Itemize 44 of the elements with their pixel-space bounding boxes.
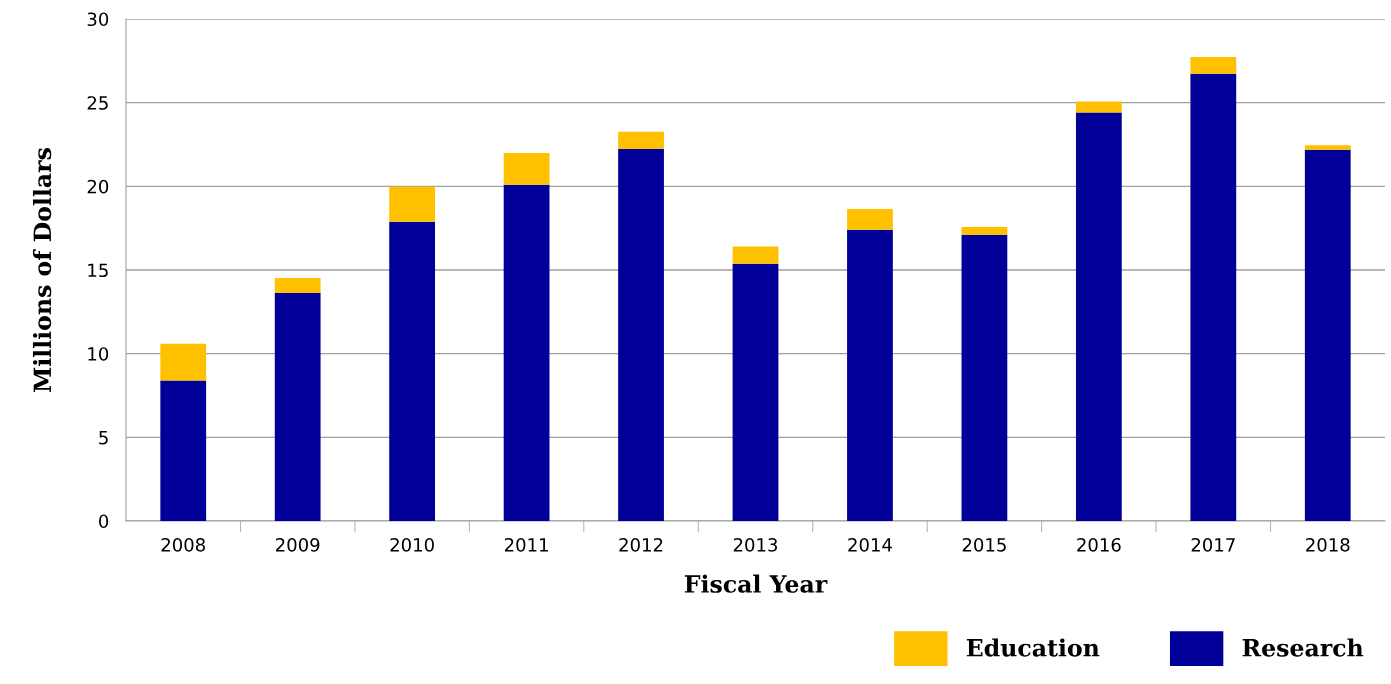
legend-label: Education <box>966 638 1100 657</box>
x-tick-label: 2008 <box>161 537 205 552</box>
bar <box>732 246 779 264</box>
x-tick-label: 2016 <box>1077 537 1121 552</box>
bar <box>618 148 664 521</box>
bar <box>1304 145 1351 150</box>
bar <box>503 153 550 185</box>
bar <box>618 131 664 149</box>
y-tick-label: 5 <box>99 431 108 445</box>
x-tick-label: 2014 <box>848 537 892 552</box>
x-tick-label: 2011 <box>504 537 548 552</box>
y-tick-label: 15 <box>88 263 108 278</box>
x-tick-label: 2013 <box>733 537 778 552</box>
bar <box>961 227 1008 235</box>
bar <box>1075 101 1122 113</box>
bar <box>1190 56 1237 74</box>
y-tick-label: 20 <box>87 179 109 194</box>
bar <box>274 278 321 293</box>
y-tick-label: 0 <box>99 514 109 529</box>
bar <box>503 184 550 521</box>
x-tick-label: 2017 <box>1191 537 1235 552</box>
x-tick-label: 2010 <box>390 537 434 552</box>
bar <box>732 263 779 521</box>
bar <box>274 292 321 521</box>
y-tick-label: 30 <box>87 12 109 27</box>
y-tick-label: 10 <box>88 347 109 361</box>
y-axis-title: Millions of Dollars <box>32 148 52 392</box>
bar <box>389 221 436 521</box>
bar <box>847 208 893 230</box>
bar <box>160 380 207 521</box>
x-tick-label: 2012 <box>619 537 663 552</box>
bar <box>1304 149 1351 521</box>
bar <box>847 229 893 521</box>
x-axis-title: Fiscal Year <box>684 574 828 593</box>
bar <box>961 234 1008 521</box>
bar <box>389 186 436 222</box>
x-tick-label: 2015 <box>962 537 1006 552</box>
x-tick-label: 2009 <box>276 537 320 552</box>
bar <box>1075 112 1122 521</box>
bar <box>160 343 207 381</box>
y-tick-label: 25 <box>87 96 108 110</box>
x-tick-label: 2018 <box>1306 537 1350 552</box>
bar <box>1190 73 1237 521</box>
legend-label: Research <box>1242 638 1364 657</box>
